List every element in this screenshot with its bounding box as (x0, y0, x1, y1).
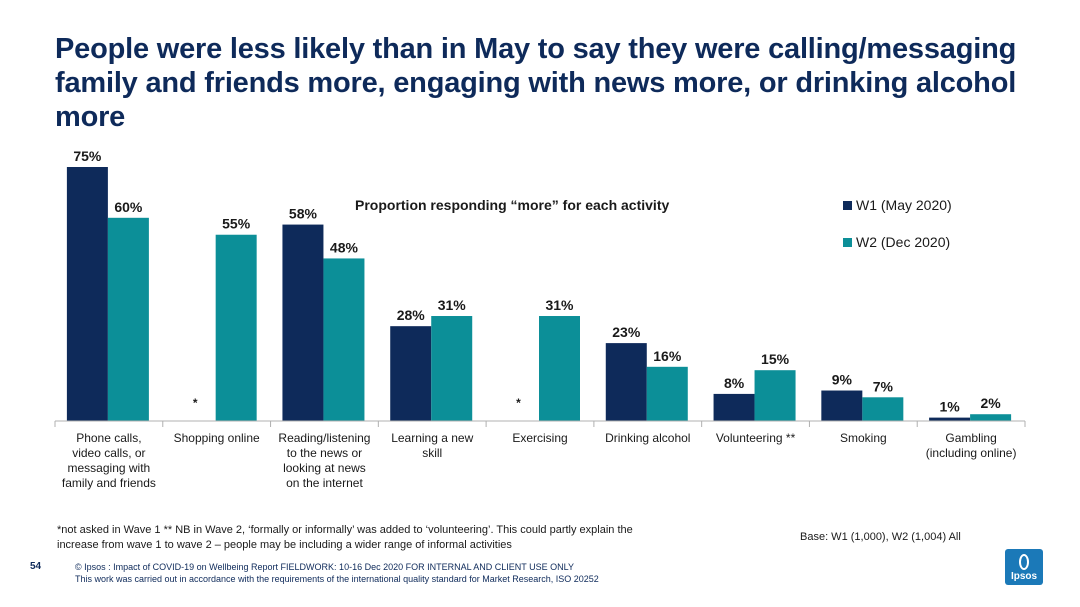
legend-swatch (843, 201, 852, 210)
data-label: 55% (222, 216, 251, 232)
legend-label: W1 (May 2020) (856, 197, 952, 213)
bar-w2 (215, 234, 257, 421)
data-label: 48% (330, 239, 359, 255)
chart-title: Proportion responding “more” for each ac… (355, 197, 669, 213)
footnote-line: increase from wave 1 to wave 2 – people … (57, 539, 512, 551)
ipsos-logo: Ipsos (1005, 549, 1043, 585)
legend-swatch (843, 238, 852, 247)
category-label: Volunteering ** (716, 431, 796, 445)
copyright-line: This work was carried out in accordance … (75, 574, 599, 584)
bar-w2 (862, 397, 904, 421)
data-label: 7% (873, 378, 894, 394)
not-asked-marker: * (516, 396, 521, 410)
copyright-line: © Ipsos : Impact of COVID-19 on Wellbein… (75, 562, 574, 572)
category-label: Phone calls, video calls, or messaging wit… (62, 431, 156, 490)
bar-w2 (539, 316, 580, 421)
bar-w1 (929, 417, 971, 421)
legend-label: W2 (Dec 2020) (856, 234, 950, 250)
bar-w1 (821, 390, 863, 421)
data-label: 8% (724, 375, 745, 391)
not-asked-marker: * (193, 396, 198, 410)
footnote-line: *not asked in Wave 1 ** NB in Wave 2, ‘f… (57, 524, 633, 536)
data-label: 28% (397, 307, 426, 323)
bar-chart: Proportion responding “more” for each ac… (54, 148, 1026, 490)
bar-w2 (431, 316, 473, 421)
bar-w2 (107, 217, 149, 421)
footnote: *not asked in Wave 1 ** NB in Wave 2, ‘f… (57, 523, 757, 553)
data-label: 1% (939, 399, 960, 415)
logo-mark-icon (1019, 554, 1029, 570)
category-label: Gambling (including online) (926, 431, 1017, 460)
copyright-notice: © Ipsos : Impact of COVID-19 on Wellbein… (75, 561, 599, 585)
data-label: 58% (289, 206, 318, 222)
category-label: Smoking (840, 431, 887, 445)
page-title: People were less likely than in May to s… (55, 33, 1017, 133)
category-label: Learning a new skill (391, 431, 473, 460)
category-label: Exercising (512, 431, 567, 445)
bar-w1 (390, 326, 432, 421)
data-label: 2% (980, 395, 1001, 411)
page-number: 54 (30, 561, 42, 572)
logo-text: Ipsos (1010, 571, 1038, 582)
bar-w1 (605, 343, 647, 421)
category-label: Reading/listening to the news or looking a… (278, 431, 370, 490)
data-label: 15% (761, 351, 790, 367)
bar-w2 (754, 370, 796, 421)
data-label: 9% (832, 372, 853, 388)
bar-w2 (323, 258, 365, 421)
data-label: 60% (114, 199, 143, 215)
base-note: Base: W1 (1,000), W2 (1,004) All (800, 531, 961, 543)
data-label: 31% (438, 297, 467, 313)
data-label: 31% (545, 297, 574, 313)
chart-legend: W1 (May 2020) W2 (Dec 2020) (843, 197, 952, 250)
bar-w2 (646, 366, 688, 421)
data-label: 75% (73, 148, 102, 164)
bar-w2 (970, 414, 1012, 421)
category-label: Shopping online (174, 431, 260, 445)
category-label: Drinking alcohol (605, 431, 690, 445)
bar-w1 (66, 167, 108, 421)
data-label: 16% (653, 348, 682, 364)
data-label: 23% (612, 324, 641, 340)
bar-w1 (713, 393, 755, 421)
bar-w1 (282, 224, 324, 421)
